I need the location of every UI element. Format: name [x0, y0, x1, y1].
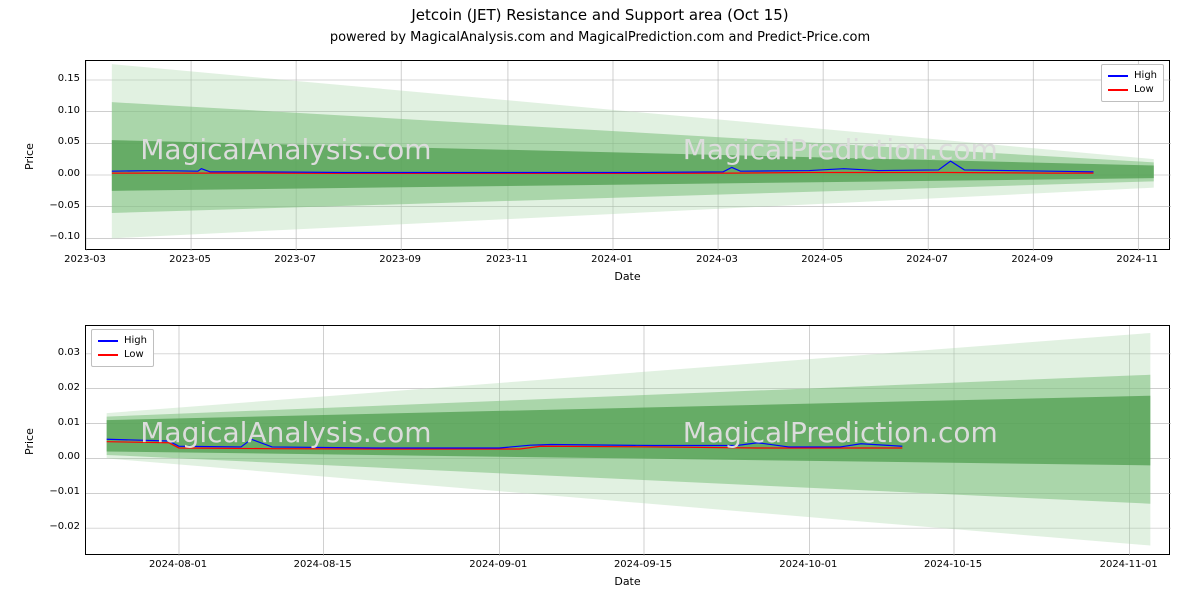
- xtick-label: 2024-03: [682, 254, 752, 265]
- legend-swatch: [98, 340, 118, 342]
- legend-swatch: [1108, 75, 1128, 77]
- legend-label: High: [124, 334, 147, 348]
- legend-label: Low: [1134, 83, 1154, 97]
- ytick-label: 0.00: [30, 451, 80, 462]
- x-axis-label: Date: [85, 575, 1170, 588]
- xtick-label: 2024-11-01: [1094, 559, 1164, 570]
- legend-swatch: [1108, 89, 1128, 91]
- x-axis-label: Date: [85, 270, 1170, 283]
- chart-title: Jetcoin (JET) Resistance and Support are…: [0, 6, 1200, 24]
- chart-subtitle: powered by MagicalAnalysis.com and Magic…: [0, 30, 1200, 45]
- plot-area: [86, 326, 1171, 556]
- ytick-label: 0.02: [30, 382, 80, 393]
- legend-item: High: [98, 334, 147, 348]
- xtick-label: 2024-11: [1102, 254, 1172, 265]
- xtick-label: 2024-08-01: [143, 559, 213, 570]
- xtick-label: 2024-10-15: [918, 559, 988, 570]
- ytick-label: 0.01: [30, 417, 80, 428]
- xtick-label: 2024-08-15: [288, 559, 358, 570]
- xtick-label: 2024-01: [577, 254, 647, 265]
- ytick-label: −0.10: [30, 231, 80, 242]
- xtick-label: 2024-09: [997, 254, 1067, 265]
- xtick-label: 2024-05: [787, 254, 857, 265]
- ytick-label: 0.05: [30, 136, 80, 147]
- chart-panel-top: MagicalAnalysis.comMagicalPrediction.com: [85, 60, 1170, 250]
- ytick-label: 0.03: [30, 347, 80, 358]
- legend-item: Low: [1108, 83, 1157, 97]
- legend-item: High: [1108, 69, 1157, 83]
- y-axis-label: Price: [23, 143, 36, 170]
- ytick-label: −0.01: [30, 486, 80, 497]
- ytick-label: −0.02: [30, 521, 80, 532]
- xtick-label: 2023-05: [155, 254, 225, 265]
- ytick-label: 0.00: [30, 168, 80, 179]
- y-axis-label: Price: [23, 428, 36, 455]
- legend: HighLow: [1101, 64, 1164, 102]
- xtick-label: 2024-07: [892, 254, 962, 265]
- xtick-label: 2023-07: [260, 254, 330, 265]
- legend: HighLow: [91, 329, 154, 367]
- xtick-label: 2024-10-01: [773, 559, 843, 570]
- xtick-label: 2024-09-15: [608, 559, 678, 570]
- xtick-label: 2024-09-01: [463, 559, 533, 570]
- ytick-label: 0.15: [30, 73, 80, 84]
- chart-panel-bottom: MagicalAnalysis.comMagicalPrediction.com: [85, 325, 1170, 555]
- xtick-label: 2023-09: [365, 254, 435, 265]
- legend-item: Low: [98, 348, 147, 362]
- plot-area: [86, 61, 1171, 251]
- legend-swatch: [98, 354, 118, 356]
- ytick-label: −0.05: [30, 200, 80, 211]
- xtick-label: 2023-03: [50, 254, 120, 265]
- legend-label: High: [1134, 69, 1157, 83]
- legend-label: Low: [124, 348, 144, 362]
- ytick-label: 0.10: [30, 105, 80, 116]
- figure: Jetcoin (JET) Resistance and Support are…: [0, 0, 1200, 600]
- xtick-label: 2023-11: [472, 254, 542, 265]
